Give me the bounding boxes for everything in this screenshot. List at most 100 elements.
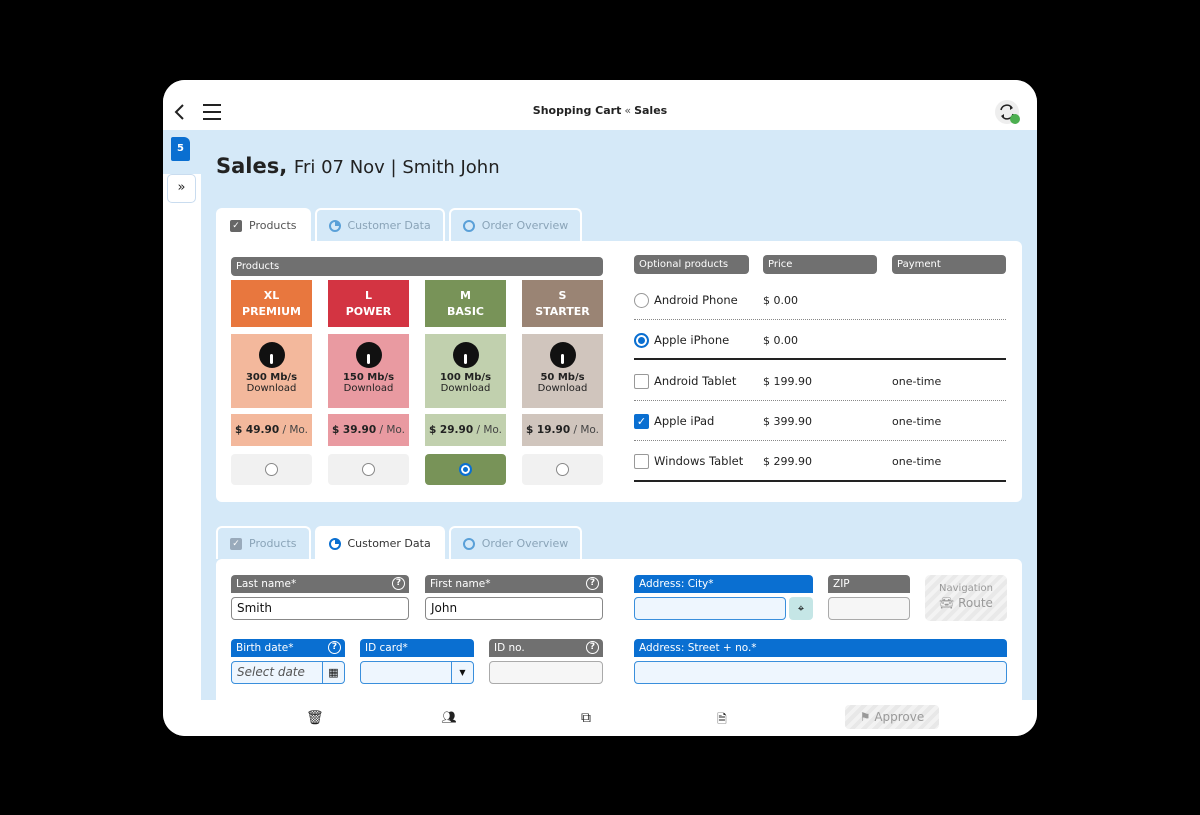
plan-xl[interactable]: XL PREMIUM 300 Mb/s Download $ 49.90 / Mo. <box>231 280 312 485</box>
tab-label: Products <box>249 537 297 550</box>
approve-button[interactable]: ⚑ Approve <box>845 705 939 729</box>
help-icon[interactable]: ? <box>328 641 341 654</box>
zip-input[interactable] <box>828 597 910 620</box>
chevron-down-icon[interactable]: ▼ <box>451 662 473 683</box>
checkbox[interactable] <box>634 454 649 469</box>
id-card-select[interactable]: ▼ <box>360 661 474 684</box>
tab-label: Products <box>249 219 297 232</box>
street-input[interactable] <box>634 661 1007 684</box>
tab-order-overview[interactable]: Order Overview <box>448 208 583 241</box>
flag-icon: ⚑ <box>859 710 871 724</box>
city-input[interactable] <box>634 597 786 620</box>
left-rail: 5 » <box>163 130 201 700</box>
speedometer-icon <box>452 342 479 368</box>
tab-label: Customer Data <box>347 537 431 550</box>
breadcrumb-current: Shopping Cart <box>532 104 622 117</box>
navigation-label: Navigation <box>939 583 993 594</box>
approve-label: Approve <box>874 710 925 724</box>
plan-head: M BASIC <box>425 280 506 327</box>
bottom-toolbar: 🗑︎ 👥︎ ⧉ 🗎 ⚑ Approve <box>163 700 1037 736</box>
circle-icon <box>462 219 475 232</box>
tab-products[interactable]: ✓ Products <box>216 208 311 241</box>
speedometer-icon <box>355 342 382 368</box>
circle-icon <box>462 537 475 550</box>
city-label: Address: City* <box>634 575 813 593</box>
hamburger-menu-icon[interactable] <box>203 104 221 120</box>
plan-price: $ 39.90 / Mo. <box>328 414 409 446</box>
plan-radio-xl[interactable] <box>231 454 312 485</box>
copy-icon[interactable]: ⧉ <box>581 710 591 726</box>
calendar-icon[interactable]: ▦ <box>322 662 344 683</box>
plan-radio-m[interactable] <box>425 454 506 485</box>
option-apple-iphone[interactable]: Apple iPhone $ 0.00 <box>634 320 1006 360</box>
zip-label: ZIP <box>828 575 910 593</box>
sync-ok-icon <box>1010 114 1020 124</box>
option-windows-tablet[interactable]: Windows Tablet $ 299.90 one-time <box>634 441 1006 481</box>
option-android-phone[interactable]: Android Phone $ 0.00 <box>634 280 1006 320</box>
plan-price: $ 49.90 / Mo. <box>231 414 312 446</box>
plan-price: $ 29.90 / Mo. <box>425 414 506 446</box>
products-panel: Products XL PREMIUM 300 Mb/s Download $ 49… <box>216 241 1022 502</box>
radio[interactable] <box>634 293 649 308</box>
optional-header: Optional products <box>634 255 749 274</box>
page-title-detail: Fri 07 Nov | Smith John <box>293 157 500 178</box>
plan-radio-s[interactable] <box>522 454 603 485</box>
breadcrumb-parent[interactable]: Sales <box>634 104 668 117</box>
tab-order-overview[interactable]: Order Overview <box>448 526 583 559</box>
pdf-icon[interactable]: 🗎 <box>717 712 727 726</box>
birth-date-input[interactable]: Select date ▦ <box>231 661 345 684</box>
group-icon[interactable]: 👥︎ <box>441 710 457 724</box>
tab-products[interactable]: ✓ Products <box>216 526 311 559</box>
help-icon[interactable]: ? <box>586 641 599 654</box>
page-title-bold: Sales, <box>216 154 288 178</box>
speedometer-icon <box>258 342 285 368</box>
plan-radio-l[interactable] <box>328 454 409 485</box>
last-name-input[interactable]: Smith <box>231 597 409 620</box>
checkbox[interactable]: ✓ <box>634 414 649 429</box>
route-label: Route <box>958 596 993 610</box>
breadcrumb: Shopping Cart «Sales <box>163 104 1037 117</box>
option-apple-ipad[interactable]: ✓ Apple iPad $ 399.90 one-time <box>634 401 1006 441</box>
back-icon[interactable] <box>173 102 187 122</box>
birth-date-label: Birth date*? <box>231 639 345 657</box>
page-title: Sales, Fri 07 Nov | Smith John <box>216 154 500 178</box>
checkbox-icon: ✓ <box>230 537 242 550</box>
tab-bar-customer: ✓ Products Customer Data Order Overview <box>216 526 583 559</box>
checkbox-icon: ✓ <box>230 219 242 232</box>
checkbox[interactable] <box>634 374 649 389</box>
id-card-label: ID card* <box>360 639 474 657</box>
products-header: Products <box>231 257 603 276</box>
tab-customer-data[interactable]: Customer Data <box>314 526 445 559</box>
trash-icon[interactable]: 🗑︎ <box>306 710 324 726</box>
navigation-route-button[interactable]: Navigation 🚘︎ Route <box>925 575 1007 621</box>
plan-m[interactable]: M BASIC 100 Mb/s Download $ 29.90 / Mo. <box>425 280 506 485</box>
first-name-label: First name*? <box>425 575 603 593</box>
tablet-frame: Shopping Cart «Sales 5 » Sales, Fri 07 No… <box>163 80 1037 736</box>
breadcrumb-separator: « <box>624 104 632 117</box>
plan-head: S STARTER <box>522 280 603 327</box>
street-label: Address: Street + no.* <box>634 639 1007 657</box>
plan-speed: 50 Mb/s Download <box>522 334 603 408</box>
plan-s[interactable]: S STARTER 50 Mb/s Download $ 19.90 / Mo. <box>522 280 603 485</box>
help-icon[interactable]: ? <box>392 577 405 590</box>
pie-progress-icon <box>328 537 341 550</box>
top-bar: Shopping Cart «Sales <box>163 80 1037 130</box>
id-no-input[interactable] <box>489 661 603 684</box>
car-icon: 🚘︎ <box>939 596 955 610</box>
location-pin-button[interactable]: ⌖ <box>789 597 813 620</box>
expand-button[interactable]: » <box>167 174 196 203</box>
first-name-input[interactable]: John <box>425 597 603 620</box>
sync-button[interactable] <box>995 100 1020 124</box>
option-android-tablet[interactable]: Android Tablet $ 199.90 one-time <box>634 361 1006 401</box>
tab-label: Order Overview <box>481 537 569 550</box>
help-icon[interactable]: ? <box>586 577 599 590</box>
tab-customer-data[interactable]: Customer Data <box>314 208 445 241</box>
tab-bar-products: ✓ Products Customer Data Order Overview <box>216 208 583 241</box>
plan-price: $ 19.90 / Mo. <box>522 414 603 446</box>
price-header: Price <box>763 255 877 274</box>
count-badge[interactable]: 5 <box>171 137 190 161</box>
plan-speed: 300 Mb/s Download <box>231 334 312 408</box>
plan-head: XL PREMIUM <box>231 280 312 327</box>
radio[interactable] <box>634 333 649 348</box>
plan-l[interactable]: L POWER 150 Mb/s Download $ 39.90 / Mo. <box>328 280 409 485</box>
